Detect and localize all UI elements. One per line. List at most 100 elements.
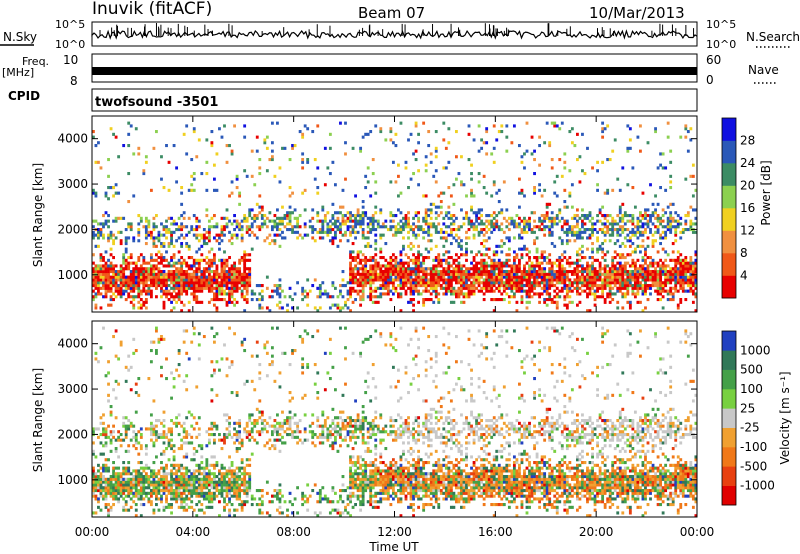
heatmap-cell xyxy=(349,295,352,299)
heatmap-cell xyxy=(276,228,279,232)
heatmap-cell xyxy=(144,292,148,296)
heatmap-cell xyxy=(137,489,141,493)
heatmap-cell xyxy=(331,239,335,243)
heatmap-cell xyxy=(512,222,516,226)
heatmap-cell xyxy=(636,244,640,248)
heatmap-cell xyxy=(114,236,118,240)
heatmap-cell xyxy=(182,236,186,240)
heatmap-cell xyxy=(507,281,511,285)
heatmap-cell xyxy=(97,483,100,487)
heatmap-cell xyxy=(621,284,625,288)
heatmap-cell xyxy=(104,477,108,481)
heatmap-cell xyxy=(500,270,504,274)
heatmap-cell xyxy=(127,225,131,229)
heatmap-cell xyxy=(144,491,148,495)
heatmap-cell xyxy=(265,169,269,173)
heatmap-cell xyxy=(250,230,254,234)
heatmap-cell xyxy=(366,166,370,170)
heatmap-cell xyxy=(482,278,486,282)
heatmap-cell xyxy=(576,208,579,212)
heatmap-cell xyxy=(273,174,277,178)
heatmap-cell xyxy=(631,286,635,290)
heatmap-cell xyxy=(412,261,415,265)
heatmap-cell xyxy=(505,253,509,257)
heatmap-cell xyxy=(132,351,136,355)
heatmap-cell xyxy=(487,214,491,218)
heatmap-cell xyxy=(139,270,143,274)
heatmap-cell xyxy=(114,216,118,220)
heatmap-cell xyxy=(455,295,458,299)
heatmap-cell xyxy=(167,491,171,495)
heatmap-cell xyxy=(369,258,373,262)
heatmap-cell xyxy=(603,216,607,220)
heatmap-cell xyxy=(172,449,176,453)
heatmap-cell xyxy=(288,228,292,232)
heatmap-cell xyxy=(560,225,564,229)
heatmap-cell xyxy=(656,289,660,293)
heatmap-cell xyxy=(452,214,456,218)
heatmap-cell xyxy=(492,250,496,254)
heatmap-cell xyxy=(306,278,310,282)
heatmap-cell xyxy=(550,225,554,229)
heatmap-cell xyxy=(94,455,98,459)
heatmap-cell xyxy=(633,275,637,279)
heatmap-cell xyxy=(389,219,393,223)
heatmap-cell xyxy=(525,149,529,153)
heatmap-cell xyxy=(601,222,605,226)
heatmap-cell xyxy=(127,278,131,282)
heatmap-cell xyxy=(278,180,282,184)
heatmap-cell xyxy=(500,250,504,254)
heatmap-cell xyxy=(611,286,615,290)
heatmap-cell xyxy=(177,292,181,296)
heatmap-cell xyxy=(117,155,121,159)
heatmap-cell xyxy=(560,270,564,274)
heatmap-cell xyxy=(487,286,491,290)
heatmap-cell xyxy=(185,452,189,456)
beam-label: Beam 07 xyxy=(358,4,425,22)
heatmap-cell xyxy=(530,228,534,232)
heatmap-cell xyxy=(460,267,463,271)
heatmap-cell xyxy=(654,289,657,293)
heatmap-cell xyxy=(165,225,168,229)
heatmap-cell xyxy=(172,281,176,285)
heatmap-cell xyxy=(311,208,315,212)
heatmap-cell xyxy=(288,194,292,198)
heatmap-cell xyxy=(618,208,622,212)
heatmap-cell xyxy=(117,475,121,479)
heatmap-cell xyxy=(485,289,489,293)
heatmap-cell xyxy=(407,244,410,248)
heatmap-cell xyxy=(437,292,441,296)
heatmap-cell xyxy=(543,233,547,237)
heatmap-cell xyxy=(550,300,554,304)
heatmap-cell xyxy=(331,295,335,299)
heatmap-cell xyxy=(570,127,574,131)
heatmap-cell xyxy=(185,475,189,479)
heatmap-cell xyxy=(139,306,143,310)
heatmap-cell xyxy=(452,267,456,271)
heatmap-cell xyxy=(641,214,645,218)
heatmap-cell xyxy=(296,225,300,229)
heatmap-cell xyxy=(260,216,264,220)
heatmap-cell xyxy=(328,132,332,136)
heatmap-cell xyxy=(152,399,156,403)
heatmap-cell xyxy=(457,244,461,248)
heatmap-cell xyxy=(603,258,607,262)
heatmap-cell xyxy=(165,278,168,282)
heatmap-cell xyxy=(152,489,156,493)
heatmap-cell xyxy=(623,228,627,232)
heatmap-cell xyxy=(321,236,325,240)
heatmap-cell xyxy=(679,222,683,226)
heatmap-cell xyxy=(437,270,441,274)
heatmap-cell xyxy=(139,480,143,484)
heatmap-cell xyxy=(268,295,272,299)
heatmap-cell xyxy=(270,158,274,162)
heatmap-cell xyxy=(250,298,254,302)
heatmap-cell xyxy=(374,278,378,282)
heatmap-cell xyxy=(137,230,141,234)
heatmap-cell xyxy=(149,483,153,487)
heatmap-cell xyxy=(424,256,428,260)
heatmap-cell xyxy=(248,278,252,282)
heatmap-cell xyxy=(109,261,113,265)
heatmap-cell xyxy=(659,292,663,296)
heatmap-cell xyxy=(122,256,126,260)
